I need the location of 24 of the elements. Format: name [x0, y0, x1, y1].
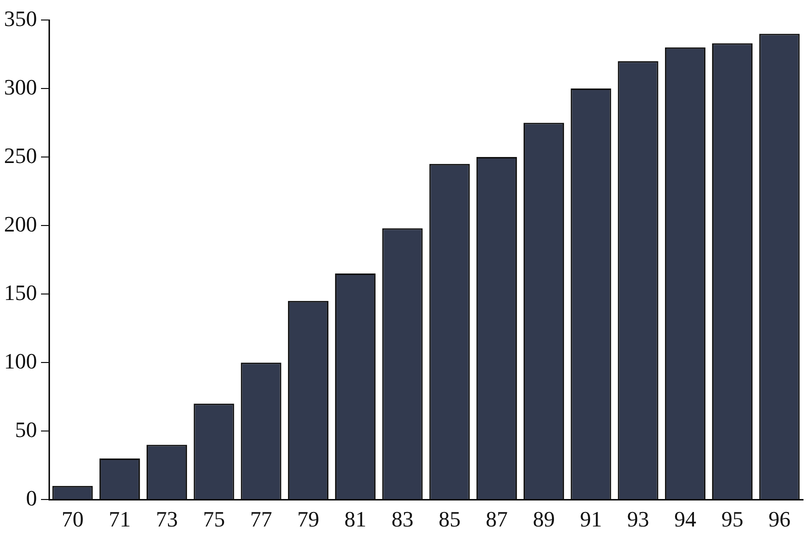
x-tick-label: 89 [532, 506, 555, 532]
x-tick-label: 95 [721, 506, 744, 532]
x-tick-label: 77 [250, 506, 272, 532]
y-tick-label: 0 [26, 485, 37, 510]
y-tick-label: 100 [4, 348, 37, 374]
x-tick-label: 93 [627, 506, 650, 532]
y-tick-label: 150 [4, 280, 37, 305]
x-tick-label: 85 [438, 506, 461, 532]
x-tick-label: 75 [202, 506, 225, 532]
y-tick-label: 50 [15, 416, 37, 442]
y-tick-label: 200 [4, 211, 37, 236]
x-tick-label: 91 [580, 506, 602, 532]
y-tick-label: 350 [4, 6, 37, 31]
x-tick-label: 83 [391, 506, 414, 532]
x-tick-label: 87 [486, 506, 508, 532]
x-tick-label: 73 [156, 506, 178, 532]
x-tick-label: 94 [674, 506, 696, 532]
y-tick-label: 300 [4, 74, 37, 100]
x-tick-label: 96 [768, 506, 790, 532]
x-tick-label: 71 [108, 506, 131, 532]
x-tick-label: 79 [297, 506, 320, 532]
y-tick-label: 250 [4, 142, 37, 168]
x-tick-label: 81 [344, 506, 366, 532]
x-tick-label: 70 [62, 506, 84, 532]
